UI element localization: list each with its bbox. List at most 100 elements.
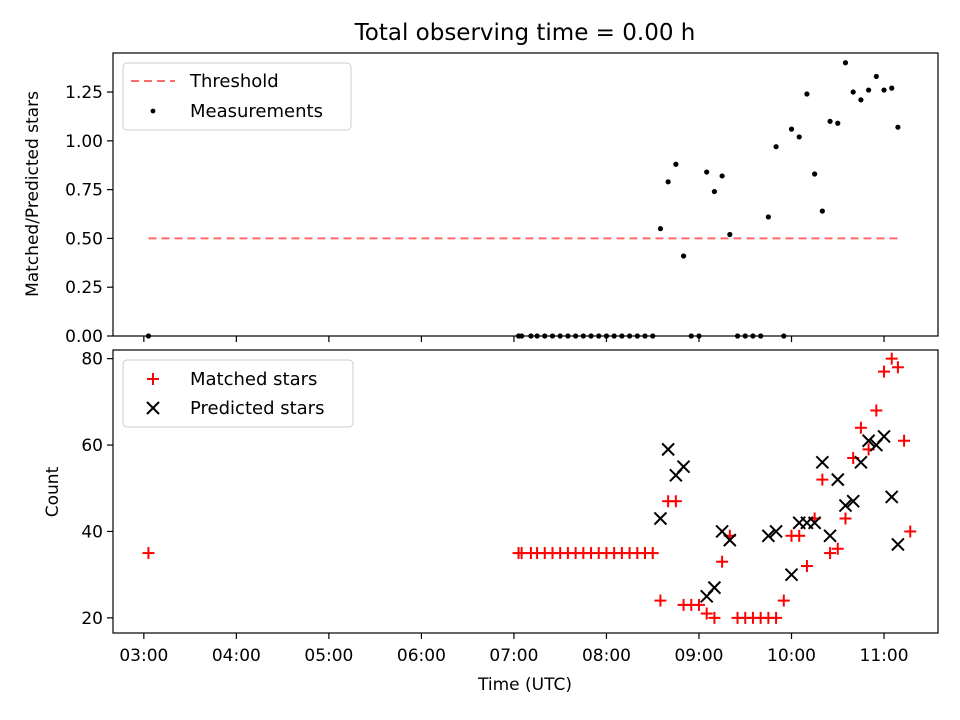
matched-star-point	[770, 611, 783, 624]
matched-legend-label: Matched stars	[190, 369, 317, 390]
measurement-point	[580, 333, 586, 339]
x-tick-label: 05:00	[304, 646, 353, 666]
measurement-point	[812, 171, 818, 177]
y-tick-label: 60	[81, 436, 103, 456]
bottom-legend-box	[122, 359, 354, 428]
matched-star-point	[824, 547, 837, 560]
measurement-point	[565, 333, 571, 339]
measurement-point	[619, 333, 625, 339]
y-tick-label: 80	[81, 350, 103, 370]
measurement-point	[549, 333, 556, 339]
matched-star-point	[654, 594, 667, 607]
measurement-point	[528, 333, 534, 339]
measurement-point	[680, 253, 687, 259]
predicted-star-point	[761, 529, 776, 543]
predicted-star-point	[707, 580, 722, 595]
matched-star-point	[891, 361, 904, 374]
measurement-point	[850, 89, 856, 95]
measurement-point	[534, 333, 540, 339]
predicted-star-point	[784, 567, 799, 582]
x-tick-label: 07:00	[489, 646, 538, 666]
y-tick-label: 0.50	[65, 229, 103, 249]
bottom-plot-frame	[112, 349, 939, 634]
matched-star-point	[793, 529, 806, 542]
measurement-point	[773, 144, 779, 150]
x-tick-label: 08:00	[582, 646, 631, 666]
measurement-point	[657, 226, 664, 232]
y-tick-label: 0.75	[65, 181, 103, 201]
measurement-point	[881, 87, 887, 93]
matched-star-point	[692, 598, 705, 611]
predicted-star-point	[831, 472, 845, 487]
top-y-axis: 0.00 0.25 0.50 0.75 1.00 1.25	[65, 83, 113, 347]
predicted-star-point	[815, 455, 830, 470]
measurement-point	[804, 91, 810, 97]
predicted-star-point	[846, 494, 860, 508]
y-tick-label: 1.25	[65, 83, 103, 103]
y-tick-label: 1.00	[65, 132, 103, 152]
measurement-point	[634, 333, 640, 339]
measurement-point	[819, 208, 825, 214]
measurement-point	[873, 73, 879, 80]
predicted-star-point	[807, 516, 822, 530]
matched-star-point	[816, 473, 829, 486]
measurements-legend-label: Measurements	[190, 101, 323, 122]
measurement-point	[835, 120, 841, 126]
matched-star-point	[831, 542, 844, 555]
top-plot-frame	[112, 52, 939, 337]
measurements-legend-swatch	[150, 108, 156, 114]
y-tick-label: 20	[81, 609, 103, 629]
measurement-point	[626, 333, 633, 339]
matched-star-point	[700, 607, 713, 620]
top-legend-box	[122, 62, 352, 131]
matched-star-point	[898, 434, 911, 447]
x-tick-label: 03:00	[119, 646, 168, 666]
predicted-legend-swatch	[146, 401, 160, 415]
measurement-point	[704, 169, 710, 175]
matched-star-point	[708, 611, 721, 624]
predicted-star-point	[838, 498, 853, 513]
measurement-point	[642, 333, 648, 339]
measurement-point	[765, 214, 771, 220]
matched-star-point	[854, 421, 867, 434]
measurement-point	[596, 333, 602, 339]
measurement-point	[519, 333, 525, 339]
x-tick-label: 10:00	[767, 646, 816, 666]
predicted-star-point	[661, 442, 675, 457]
top-plot-marks	[145, 60, 901, 339]
measurement-point	[611, 333, 617, 339]
threshold-legend-label: Threshold	[189, 71, 279, 92]
measurement-point	[889, 85, 895, 91]
predicted-star-point	[676, 459, 691, 474]
x-tick-label: 06:00	[397, 646, 446, 666]
measurement-point	[866, 87, 872, 93]
measurement-point	[734, 333, 741, 339]
y-tick-label: 40	[81, 522, 103, 542]
measurement-point	[673, 161, 679, 167]
matched-star-point	[870, 404, 883, 417]
measurement-point	[796, 134, 802, 140]
matched-star-point	[800, 560, 813, 573]
top-legend: Threshold Measurements	[122, 62, 352, 131]
measurement-point	[727, 231, 733, 238]
matched-star-point	[885, 352, 898, 365]
bottom-x-axis: 03:00 04:00 05:00 06:00 07:00 08:00 09:00 10:00…	[119, 633, 909, 666]
matched-star-point	[142, 547, 155, 560]
measurement-point	[742, 333, 748, 339]
predicted-star-point	[653, 511, 668, 526]
y-tick-label: 0.00	[65, 327, 103, 347]
measurement-point	[858, 97, 864, 103]
measurement-point	[719, 173, 725, 179]
x-tick-label: 09:00	[674, 646, 723, 666]
matched-star-point	[646, 547, 659, 560]
y-tick-label: 0.25	[65, 278, 103, 298]
chart-title: Total observing time = 0.00 h	[354, 20, 696, 46]
measurement-point	[827, 118, 833, 124]
bottom-y-axis: 20 40 60 80	[81, 350, 113, 629]
matched-star-point	[878, 365, 891, 378]
bottom-legend: Matched stars Predicted stars	[122, 359, 354, 428]
matched-star-point	[669, 495, 682, 508]
predicted-star-point	[769, 524, 783, 539]
